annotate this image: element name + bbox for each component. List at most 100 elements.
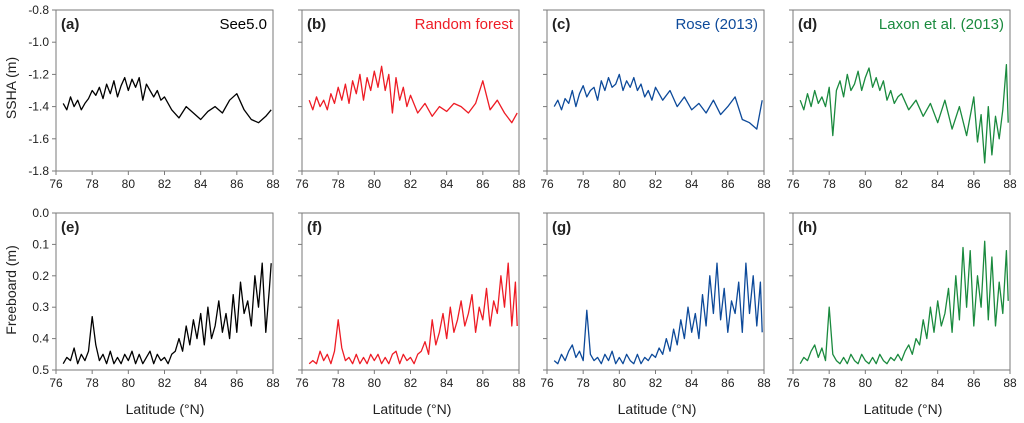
x-tick-label-a-84: 84 [194,177,208,191]
x-tick-label-c-78: 78 [576,177,590,191]
y-tick-label-a-0: -0.8 [28,3,49,17]
x-tick-label-f-82: 82 [404,376,418,390]
x-tick-label-a-82: 82 [158,177,172,191]
x-tick-label-b-86: 86 [476,177,490,191]
method-label-c: Rose (2013) [675,16,758,33]
x-tick-label-d-78: 78 [822,177,836,191]
x-tick-label-g-88: 88 [757,376,771,390]
y-tick-label-e-1: 0.1 [32,237,49,251]
x-tick-label-a-88: 88 [266,177,280,191]
x-tick-label-f-80: 80 [368,376,382,390]
series-line-g [553,262,763,365]
x-tick-label-e-76: 76 [49,376,63,390]
panel-h: 76 78 80 82 84 86 88 (h) [786,212,1017,390]
x-tick-label-f-86: 86 [476,376,490,390]
x-tick-label-a-76: 76 [49,177,63,191]
x-tick-label-h-76: 76 [786,376,800,390]
panel-e: 76 78 80 82 84 86 88 0.0 0.1 0.2 0.3 0.4 0.5 (e) [32,206,280,390]
x-tick-label-f-76: 76 [295,376,309,390]
x-tick-label-d-76: 76 [786,177,800,191]
x-tick-label-h-88: 88 [1003,376,1017,390]
x-tick-label-b-88: 88 [512,177,526,191]
x-tick-label-e-78: 78 [85,376,99,390]
x-tick-label-f-88: 88 [512,376,526,390]
x-tick-label-g-84: 84 [685,376,699,390]
x-tick-label-b-78: 78 [331,177,345,191]
y-tick-label-e-0: 0.0 [32,206,49,220]
panel-frame-b [301,9,520,172]
y-tick-label-a-3: -1.4 [28,100,49,114]
panel-g: 76 78 80 82 84 86 88 (g) [540,212,771,390]
ylabel-top: SSHA (m) [3,57,19,119]
x-tick-label-e-84: 84 [194,376,208,390]
xlabel-h: Latitude (°N) [864,401,943,417]
panel-c: 76 78 80 82 84 86 88 (c) Rose (2013) [540,9,771,191]
panel-letter-h: (h) [798,219,817,236]
xlabel-e: Latitude (°N) [126,401,205,417]
method-label-b: Random forest [415,16,514,33]
series-line-f [308,262,518,365]
y-tick-label-a-5: -1.8 [28,164,49,178]
x-tick-label-h-82: 82 [895,376,909,390]
panels-group: 76 78 80 82 84 86 88 -0.8 -1.0 -1.2 -1.4 -1.6 -1.8 (a… [28,3,1017,390]
x-tick-label-h-78: 78 [822,376,836,390]
y-tick-label-e-3: 0.3 [32,300,49,314]
x-tick-label-c-82: 82 [649,177,663,191]
x-tick-label-d-80: 80 [859,177,873,191]
panel-a: 76 78 80 82 84 86 88 -0.8 -1.0 -1.2 -1.4 -1.6 -1.8 (a… [28,3,280,191]
series-line-h [799,240,1009,365]
x-tick-label-e-82: 82 [158,376,172,390]
panel-letter-c: (c) [552,16,570,33]
x-tick-label-g-82: 82 [649,376,663,390]
x-tick-label-c-84: 84 [685,177,699,191]
panel-d: 76 78 80 82 84 86 88 (d) Laxon et al. (2013) [786,9,1017,191]
x-tick-label-e-88: 88 [266,376,280,390]
x-tick-label-f-84: 84 [440,376,454,390]
x-tick-label-f-78: 78 [331,376,345,390]
x-tick-label-d-82: 82 [895,177,909,191]
x-tick-label-h-84: 84 [931,376,945,390]
panel-frame-g [546,212,765,371]
panel-letter-g: (g) [552,219,571,236]
panel-frame-a [55,9,274,172]
x-tick-label-a-80: 80 [122,177,136,191]
x-tick-label-b-84: 84 [440,177,454,191]
series-line-a [62,76,272,124]
xlabel-g: Latitude (°N) [618,401,697,417]
x-tick-label-d-86: 86 [967,177,981,191]
x-tick-label-b-82: 82 [404,177,418,191]
x-tick-label-c-86: 86 [721,177,735,191]
x-tick-label-g-76: 76 [540,376,554,390]
x-tick-label-d-84: 84 [931,177,945,191]
panel-f: 76 78 80 82 84 86 88 (f) [295,212,526,390]
y-tick-label-a-4: -1.6 [28,132,49,146]
series-line-e [62,262,272,365]
panel-frame-d [792,9,1011,172]
x-tick-label-a-86: 86 [230,177,244,191]
x-tick-label-c-80: 80 [613,177,627,191]
x-tick-label-e-86: 86 [230,376,244,390]
method-label-d: Laxon et al. (2013) [879,16,1004,33]
ylabel-bottom: Freeboard (m) [3,245,19,334]
x-tick-label-g-86: 86 [721,376,735,390]
panel-frame-c [546,9,765,172]
y-tick-label-a-1: -1.0 [28,35,49,49]
y-tick-label-a-2: -1.2 [28,67,49,81]
x-tick-label-d-88: 88 [1003,177,1017,191]
series-line-b [308,65,518,124]
x-tick-label-g-78: 78 [576,376,590,390]
panel-letter-d: (d) [798,16,817,33]
panel-letter-f: (f) [307,219,322,236]
x-tick-label-b-76: 76 [295,177,309,191]
x-tick-label-h-86: 86 [967,376,981,390]
panel-frame-h [792,212,1011,371]
x-tick-label-e-80: 80 [122,376,136,390]
x-tick-label-b-80: 80 [368,177,382,191]
y-tick-label-e-4: 0.4 [32,332,49,346]
y-tick-label-e-2: 0.2 [32,269,49,283]
panel-letter-e: (e) [61,219,79,236]
xlabel-f: Latitude (°N) [373,401,452,417]
series-line-c [553,73,763,130]
series-line-d [799,64,1009,164]
